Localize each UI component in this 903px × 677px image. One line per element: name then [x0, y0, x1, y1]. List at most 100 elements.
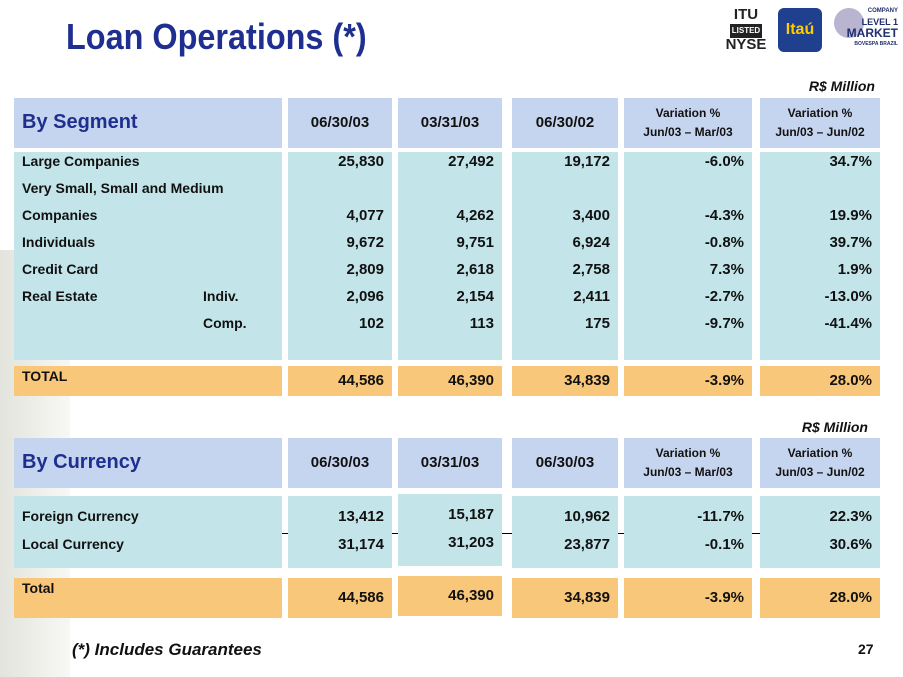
section-heading: By Segment	[22, 111, 138, 133]
total-cell	[14, 578, 282, 618]
cell-value: 9,672	[346, 234, 384, 251]
column-header: 06/30/03	[535, 454, 595, 471]
logo-circle	[834, 8, 864, 38]
row-sublabel: Indiv.	[203, 288, 239, 304]
column-header: Variation %	[655, 106, 721, 120]
cell-value: 4,077	[346, 207, 384, 224]
cell-value: 9,751	[456, 234, 494, 251]
row-sublabel: Comp.	[203, 315, 247, 331]
header-cell	[624, 98, 752, 148]
column-period: Jun/03 – Mar/03	[643, 125, 733, 139]
cell-value: -2.7%	[704, 288, 744, 305]
column-header: 03/31/03	[420, 454, 480, 471]
total-cell	[624, 366, 752, 396]
logo-text: LEVEL 1	[861, 17, 898, 27]
cell-value: 27,492	[448, 153, 494, 170]
cell-value: 3,400	[572, 207, 610, 224]
total-value: 28.0%	[829, 372, 872, 389]
row-label: Real Estate	[22, 288, 98, 304]
logo-text: NYSE	[725, 36, 767, 53]
cell-value: 19.9%	[829, 207, 872, 224]
header-cell	[14, 98, 282, 148]
cell-value: -11.7%	[697, 508, 744, 525]
total-cell	[760, 578, 880, 618]
column-period: Jun/03 – Mar/03	[643, 465, 733, 479]
cell-value: -6.0%	[704, 153, 744, 170]
row-label: Individuals	[22, 234, 96, 250]
total-value: -3.9%	[704, 589, 744, 606]
body-cell	[14, 152, 282, 360]
total-cell	[760, 366, 880, 396]
section-heading: By Currency	[22, 451, 141, 473]
itau-logo: Itaú	[778, 8, 822, 52]
body-cell	[398, 152, 502, 360]
cell-value: 2,411	[573, 288, 610, 305]
row-label: Local Currency	[22, 536, 124, 552]
cell-value: 10,962	[564, 508, 610, 525]
row-label: Credit Card	[22, 261, 99, 277]
total-value: 34,839	[564, 372, 610, 389]
cell-value: 19,172	[564, 153, 610, 170]
total-cell	[624, 578, 752, 618]
cell-value: 2,758	[572, 261, 610, 278]
total-value: 44,586	[338, 589, 384, 606]
cell-value: -9.7%	[704, 315, 744, 332]
logo-text: BOVESPA BRAZIL	[854, 41, 898, 47]
body-cell	[760, 152, 880, 360]
cell-value: -41.4%	[824, 315, 872, 332]
body-cell	[760, 496, 880, 568]
cell-value: 175	[584, 315, 610, 332]
body-cell	[512, 152, 618, 360]
total-value: 46,390	[448, 372, 494, 389]
title: Loan Operations (*)	[66, 16, 367, 57]
column-period: Jun/03 – Jun/02	[775, 465, 865, 479]
cell-value: 4,262	[456, 207, 494, 224]
header-cell	[512, 98, 618, 148]
unit-label: R$ Million	[801, 419, 868, 435]
header-cell	[14, 438, 282, 488]
column-period: Jun/03 – Jun/02	[775, 125, 865, 139]
cell-value: 2,096	[346, 288, 384, 305]
row-label: Foreign Currency	[22, 508, 139, 524]
cell-value: 34.7%	[829, 153, 872, 170]
total-value: -3.9%	[704, 372, 744, 389]
logo-text: MARKET	[846, 26, 898, 40]
cell-value: 113	[469, 315, 494, 332]
header-cell	[288, 98, 392, 148]
column-header: Variation %	[787, 106, 853, 120]
cell-value: -0.1%	[704, 536, 744, 553]
total-cell	[288, 578, 392, 618]
cell-value: 31,174	[338, 536, 384, 553]
cell-value: -13.0%	[824, 288, 872, 305]
column-header: 06/30/02	[535, 114, 595, 131]
page-number: 27	[858, 641, 874, 657]
cell-value: 22.3%	[829, 508, 872, 525]
column-header: 03/31/03	[420, 114, 480, 131]
column-header: 06/30/03	[310, 114, 370, 131]
total-label: Total	[22, 580, 55, 596]
column-header: Variation %	[655, 446, 721, 460]
cell-value: 23,877	[564, 536, 610, 553]
total-cell	[288, 366, 392, 396]
total-cell	[512, 366, 618, 396]
cell-value: 30.6%	[829, 536, 872, 553]
total-cell	[512, 578, 618, 618]
header-cell	[288, 438, 392, 488]
nyse-logo: ITU LISTED NYSE	[718, 7, 774, 54]
cell-value: 6,924	[572, 234, 610, 251]
cell-value: 31,203	[448, 534, 494, 551]
cell-value: 1.9%	[837, 261, 872, 278]
column-header: Variation %	[787, 446, 853, 460]
cell-value: 13,412	[338, 508, 384, 525]
cell-value: 102	[358, 315, 384, 332]
cell-value: 2,154	[456, 288, 494, 305]
total-cell	[398, 576, 502, 616]
header-cell	[760, 438, 880, 488]
total-label: TOTAL	[22, 368, 68, 384]
cell-value: 25,830	[338, 153, 384, 170]
header-cell	[398, 98, 502, 148]
cell-value: -4.3%	[704, 207, 744, 224]
header-cell	[398, 438, 502, 488]
total-cell	[398, 366, 502, 396]
